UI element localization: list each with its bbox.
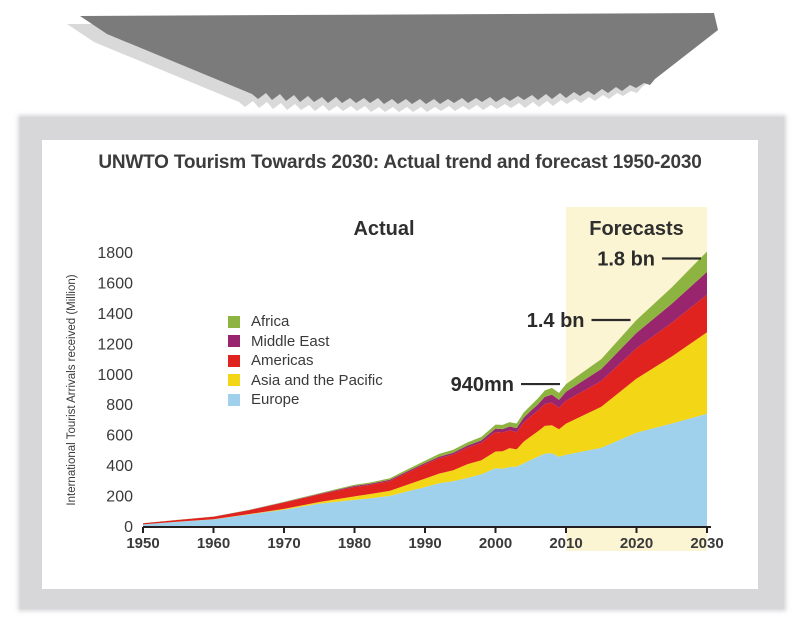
chart-title: UNWTO Tourism Towards 2030: Actual trend… [98,152,702,173]
y-tick-label-1200: 1200 [97,336,133,353]
legend-label-africa: Africa [251,313,290,331]
legend-item-asia-and-the-pacific: Asia and the Pacific [228,371,383,391]
legend-item-americas: Americas [228,351,383,371]
legend-item-middle-east: Middle East [228,332,383,352]
annotation-1-4-bn: 1.4 bn [527,310,585,332]
annotation-1-8-bn: 1.8 bn [597,248,655,270]
y-tick-label-800: 800 [106,397,133,414]
legend-swatch-americas [228,354,240,367]
x-tick-label-1980: 1980 [338,535,371,552]
x-tick-label-2000: 2000 [479,535,512,552]
area-europe [143,413,707,527]
annotation-940mn: 940mn [451,374,514,396]
x-tick-label-2010: 2010 [549,535,582,552]
area-americas [143,294,707,525]
legend-swatch-europe [228,393,240,406]
tourism-area-chart: 1950 1960 1970 1980 1990 2000 2010 2020 2030 0 200… [66,207,724,552]
area-asia-and-the-pacific [143,332,707,525]
decorative-banner [67,13,718,112]
legend-label-americas: Americas [251,352,314,370]
x-tick-label-2020: 2020 [620,535,653,552]
y-tick-label-0: 0 [124,519,133,536]
legend-swatch-asia-and-the-pacific [228,374,240,387]
y-tick-label-1600: 1600 [97,275,133,292]
legend-swatch-middle-east [228,335,240,348]
legend-item-africa: Africa [228,312,383,332]
x-tick-label-1960: 1960 [197,535,230,552]
chart-frame: UNWTO Tourism Towards 2030: Actual trend… [20,117,784,609]
x-tick-label-1950: 1950 [126,535,159,552]
y-axis-title: International Tourist Arrivals received … [66,274,78,505]
x-tick-label-1990: 1990 [408,535,441,552]
actual-label: Actual [353,218,414,240]
chart-card: UNWTO Tourism Towards 2030: Actual trend… [42,140,758,589]
y-tick-label-1000: 1000 [97,367,133,384]
y-tick-label-600: 600 [106,428,133,445]
banner-shape [80,13,718,104]
legend-label-middle-east: Middle East [251,332,330,350]
legend-swatch-africa [228,315,240,328]
legend-item-europe: Europe [228,390,383,410]
chart-legend: Africa Middle East Americas Asia and the Pa… [228,312,383,410]
y-tick-label-1800: 1800 [97,245,133,262]
y-tick-label-1400: 1400 [97,306,133,323]
forecasts-label: Forecasts [589,218,684,240]
y-tick-label-400: 400 [106,458,133,475]
legend-label-asia-and-the-pacific: Asia and the Pacific [251,371,383,389]
y-tick-label-200: 200 [106,489,133,506]
x-tick-label-1970: 1970 [267,535,300,552]
legend-label-europe: Europe [251,391,300,409]
x-tick-label-2030: 2030 [690,535,723,552]
